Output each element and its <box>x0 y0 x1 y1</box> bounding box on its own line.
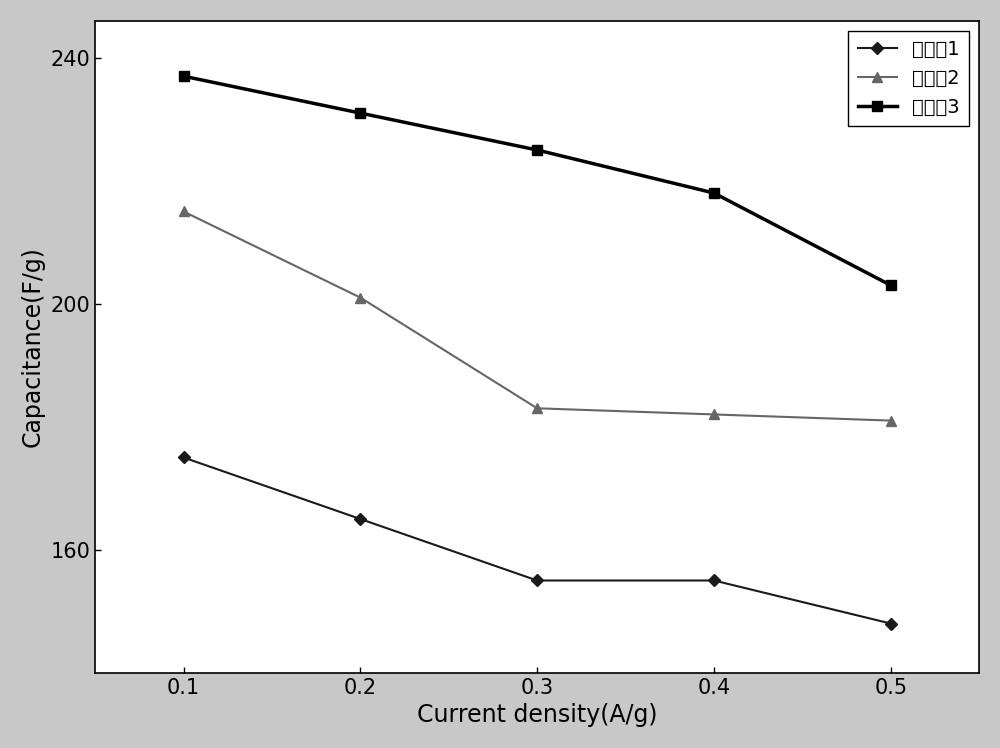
实施入2 <box>531 404 543 413</box>
实施入1 <box>178 453 190 462</box>
实施入3 <box>178 72 190 81</box>
实施入2 <box>885 416 897 425</box>
Line: 实施入2: 实施入2 <box>179 206 896 426</box>
实施入2 <box>178 207 190 216</box>
实施入1 <box>885 619 897 628</box>
实施入1 <box>531 576 543 585</box>
实施入1 <box>354 515 366 524</box>
实施入3 <box>708 188 720 197</box>
Y-axis label: Capacitance(F/g): Capacitance(F/g) <box>21 246 45 447</box>
实施入2 <box>708 410 720 419</box>
实施入3 <box>885 280 897 289</box>
实施入2 <box>354 293 366 302</box>
实施入3 <box>354 108 366 117</box>
X-axis label: Current density(A/g): Current density(A/g) <box>417 703 657 727</box>
Legend: 实施入1, 实施入2, 实施入3: 实施入1, 实施入2, 实施入3 <box>848 31 969 126</box>
Line: 实施入1: 实施入1 <box>179 453 895 628</box>
Line: 实施入3: 实施入3 <box>179 71 896 290</box>
实施入3 <box>531 146 543 155</box>
实施入1 <box>708 576 720 585</box>
